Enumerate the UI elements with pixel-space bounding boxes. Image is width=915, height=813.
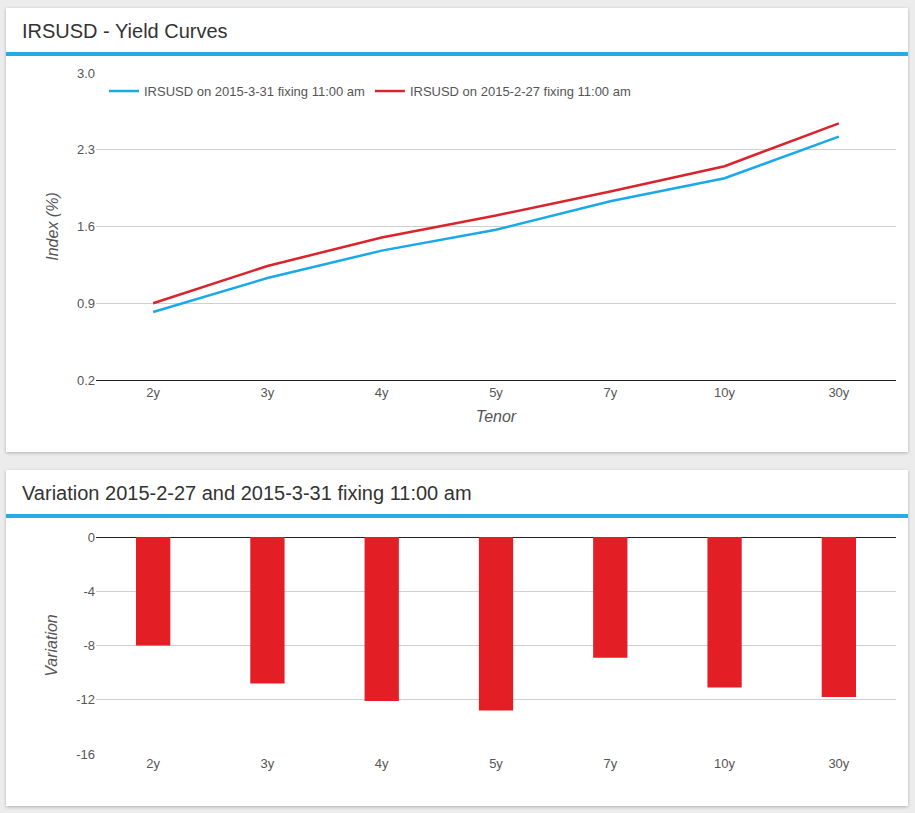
svg-text:-12: -12 (76, 692, 95, 707)
html-text:Variation 2015-2-27 and 2015-3: Variation 2015-2-27 and 2015-3-31 fixing… (22, 482, 472, 504)
svg-text:5y: 5y (489, 756, 503, 771)
svg-text:10y: 10y (714, 385, 735, 400)
svg-text:30y: 30y (828, 756, 849, 771)
svg-text:-8: -8 (83, 638, 95, 653)
svg-text:5y: 5y (489, 385, 503, 400)
svg-text:3y: 3y (261, 385, 275, 400)
html-text:IRSUSD - Yield Curves: IRSUSD - Yield Curves (22, 20, 228, 42)
svg-text:3.0: 3.0 (77, 66, 95, 81)
svg-text:4y: 4y (375, 385, 389, 400)
svg-text:7y: 7y (603, 385, 617, 400)
svg-text:IRSUSD on 2015-2-27 fixing 11:: IRSUSD on 2015-2-27 fixing 11:00 am (410, 84, 631, 99)
svg-text:0: 0 (88, 530, 95, 545)
svg-text:2y: 2y (146, 385, 160, 400)
svg-text:3y: 3y (261, 756, 275, 771)
svg-text:Variation: Variation (43, 614, 60, 677)
svg-text:0.9: 0.9 (77, 296, 95, 311)
svg-text:7y: 7y (603, 756, 617, 771)
svg-text:30y: 30y (828, 385, 849, 400)
svg-text:10y: 10y (714, 756, 735, 771)
svg-text:4y: 4y (375, 756, 389, 771)
svg-text:Tenor: Tenor (476, 408, 517, 425)
svg-text:2.3: 2.3 (77, 142, 95, 157)
svg-text:-4: -4 (83, 584, 95, 599)
svg-text:-16: -16 (76, 747, 95, 762)
svg-text:Index (%): Index (%) (44, 192, 61, 260)
svg-text:1.6: 1.6 (77, 219, 95, 234)
svg-text:0.2: 0.2 (77, 373, 95, 388)
svg-text:2y: 2y (146, 756, 160, 771)
svg-text:IRSUSD on 2015-3-31 fixing 11:: IRSUSD on 2015-3-31 fixing 11:00 am (144, 84, 365, 99)
